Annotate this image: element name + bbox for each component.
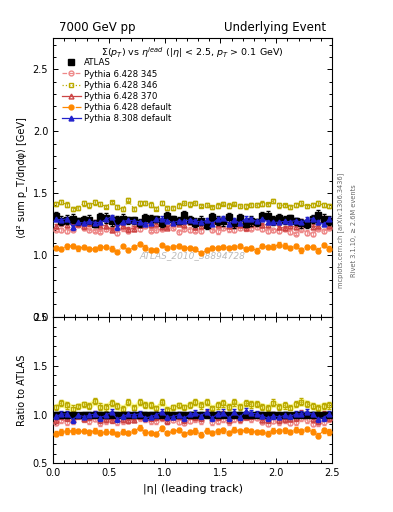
Y-axis label: Ratio to ATLAS: Ratio to ATLAS	[17, 354, 27, 426]
Text: ATLAS_2010_S8894728: ATLAS_2010_S8894728	[140, 251, 246, 260]
Text: 7000 GeV pp: 7000 GeV pp	[59, 21, 135, 34]
Text: $\Sigma(p_T)$ vs $\eta^{lead}$ ($|\eta|$ < 2.5, $p_T$ > 0.1 GeV): $\Sigma(p_T)$ vs $\eta^{lead}$ ($|\eta|$…	[101, 46, 284, 60]
X-axis label: |η| (leading track): |η| (leading track)	[143, 484, 242, 494]
Text: Underlying Event: Underlying Event	[224, 21, 327, 34]
Text: Rivet 3.1.10, ≥ 2.6M events: Rivet 3.1.10, ≥ 2.6M events	[351, 184, 357, 277]
Y-axis label: ⟨d² sum p_T/dηdφ⟩ [GeV]: ⟨d² sum p_T/dηdφ⟩ [GeV]	[16, 117, 27, 238]
Legend: ATLAS, Pythia 6.428 345, Pythia 6.428 346, Pythia 6.428 370, Pythia 6.428 defaul: ATLAS, Pythia 6.428 345, Pythia 6.428 34…	[60, 57, 173, 125]
Text: mcplots.cern.ch [arXiv:1306.3436]: mcplots.cern.ch [arXiv:1306.3436]	[338, 173, 345, 288]
